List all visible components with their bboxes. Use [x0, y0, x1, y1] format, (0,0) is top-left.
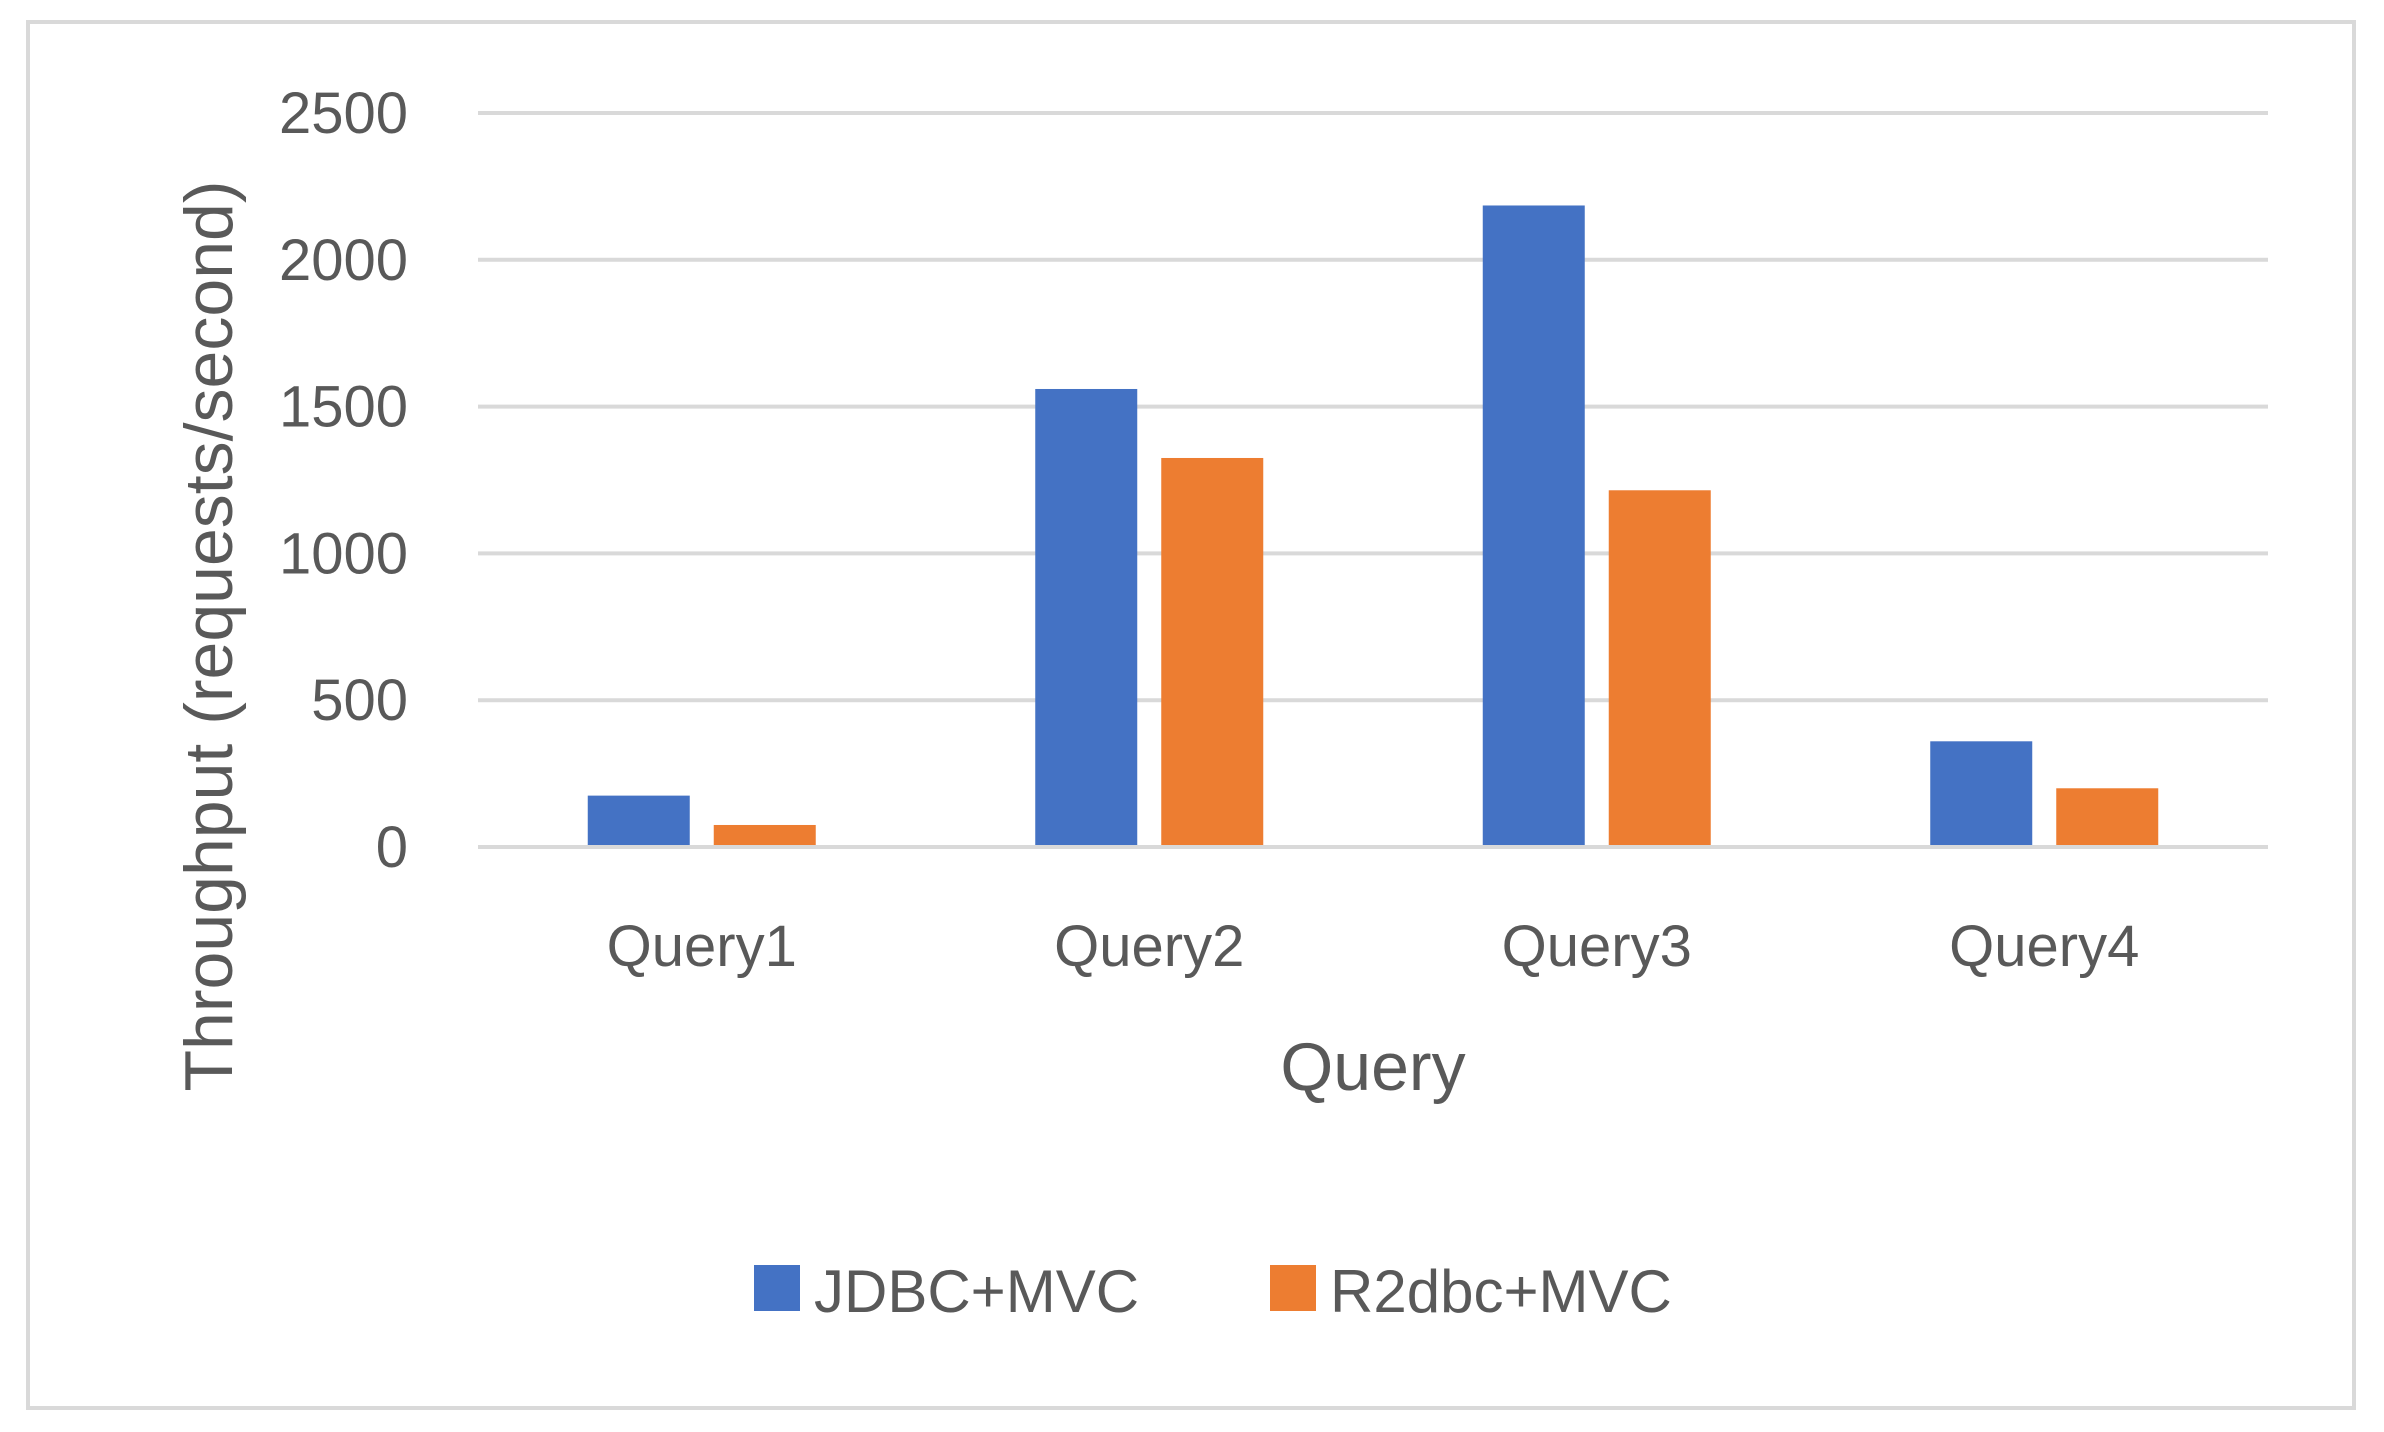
x-tick-label: Query3	[1502, 914, 1692, 979]
y-axis-ticks: 0 500 1000 1500 2000 2500	[279, 81, 408, 880]
x-axis-title: Query	[1280, 1029, 1465, 1105]
bar-r2dbc-mvc-query4	[2056, 788, 2159, 847]
y-tick-label: 1500	[279, 375, 408, 440]
bar-jdbc-mvc-query4	[1930, 741, 2033, 847]
bar-r2dbc-mvc-query2	[1161, 457, 1264, 847]
bar-r2dbc-mvc-query3	[1608, 490, 1711, 847]
y-tick-label: 1000	[279, 521, 408, 586]
x-tick-label: Query2	[1054, 914, 1244, 979]
legend-label: JDBC+MVC	[814, 1258, 1139, 1325]
x-tick-label: Query4	[1949, 914, 2139, 979]
legend-item: R2dbc+MVC	[1270, 1258, 1672, 1325]
legend-swatch	[1270, 1265, 1316, 1311]
bar-r2dbc-mvc-query1	[713, 824, 816, 847]
x-tick-label: Query1	[607, 914, 797, 979]
y-tick-label: 2500	[279, 81, 408, 146]
legend-item: JDBC+MVC	[754, 1258, 1139, 1325]
y-tick-label: 0	[376, 815, 408, 880]
gridlines	[478, 111, 2268, 703]
y-axis-title: Throughput (requests/second)	[171, 181, 247, 1092]
x-axis-ticks: Query1 Query2 Query3 Query4	[607, 914, 2140, 979]
bars	[587, 205, 2159, 847]
y-tick-label: 500	[311, 668, 408, 733]
legend: JDBC+MVC R2dbc+MVC	[754, 1258, 1672, 1325]
bar-jdbc-mvc-query1	[587, 795, 690, 847]
bar-jdbc-mvc-query2	[1035, 388, 1138, 847]
y-tick-label: 2000	[279, 228, 408, 293]
legend-swatch	[754, 1265, 800, 1311]
legend-label: R2dbc+MVC	[1330, 1258, 1672, 1325]
bar-jdbc-mvc-query3	[1482, 205, 1585, 847]
